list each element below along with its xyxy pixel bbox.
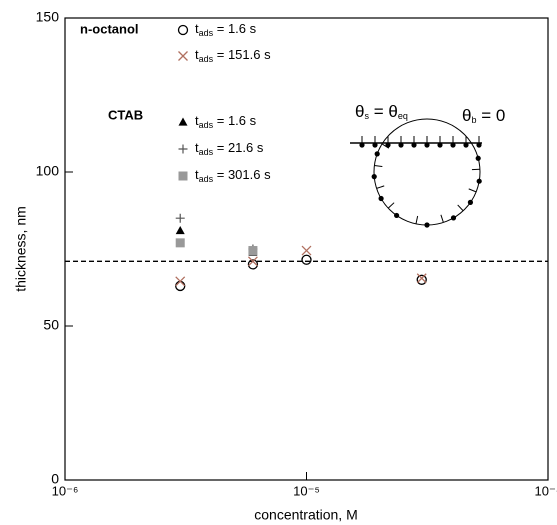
y-tick-label: 50 [43, 317, 59, 333]
legend-marker [178, 117, 188, 126]
x-axis-title: concentration, M [254, 507, 358, 523]
legend-marker [178, 144, 188, 154]
point [301, 254, 312, 265]
legend-label: tads = 151.6 s [195, 47, 271, 64]
bubble-dot [378, 195, 384, 202]
point [175, 226, 185, 235]
bubble-dot [394, 212, 400, 219]
surface-dot [437, 142, 443, 148]
point [247, 259, 259, 270]
bubble-tick [457, 204, 464, 212]
surface-dot [359, 142, 365, 148]
surface-dot [463, 142, 469, 148]
legend-label: tads = 1.6 s [195, 21, 257, 38]
legend-marker [177, 24, 189, 36]
point [416, 273, 427, 284]
plot-frame [64, 17, 549, 481]
point [175, 238, 185, 248]
y-axis-title: thickness, nm [13, 206, 29, 292]
point [301, 245, 312, 256]
inset-diagram [350, 118, 482, 228]
legend-group: CTAB [108, 107, 143, 122]
x-tick-label: 10⁻⁵ [293, 483, 320, 498]
bubble-dot [424, 222, 430, 228]
bubble-dot [467, 199, 474, 205]
surface-dot [411, 142, 417, 148]
legend-label: tads = 21.6 s [195, 140, 264, 157]
x-tick-label: 10⁻⁴ [535, 483, 557, 498]
legend-marker [178, 51, 188, 61]
point [416, 274, 427, 285]
point [175, 276, 186, 287]
bubble-tick [381, 143, 390, 149]
surface-dot [450, 142, 456, 148]
annotation: θs = θeq [355, 102, 408, 121]
bubble [373, 118, 481, 226]
legend-label: tads = 1.6 s [195, 113, 257, 130]
annotation: θb = 0 [462, 106, 505, 125]
bubble-dot [475, 155, 481, 161]
bubble-tick [468, 188, 477, 193]
point [248, 246, 258, 256]
point [247, 256, 258, 267]
bubble-tick [374, 165, 383, 168]
legend-group: n-octanol [80, 21, 139, 36]
y-tick-label: 100 [36, 163, 60, 179]
surface-dot [476, 142, 482, 148]
surface-dot [398, 142, 404, 148]
legend-label: tads = 301.6 s [195, 167, 271, 184]
bubble-dot [450, 215, 457, 221]
legend-marker [178, 171, 188, 181]
y-tick-label: 0 [51, 471, 59, 487]
surface-dot [424, 142, 430, 148]
point [175, 213, 185, 223]
bubble-tick [440, 214, 444, 223]
bubble-tick [376, 185, 385, 189]
point [175, 280, 186, 292]
bubble-dot [374, 151, 380, 157]
bubble-dot [476, 178, 482, 184]
y-tick-label: 150 [36, 9, 60, 25]
bubble-dot [371, 174, 377, 180]
x-tick-label: 10⁻⁶ [52, 483, 79, 498]
surface-dot [372, 142, 378, 148]
bubble-tick [415, 215, 419, 224]
bubble-tick [387, 202, 395, 209]
